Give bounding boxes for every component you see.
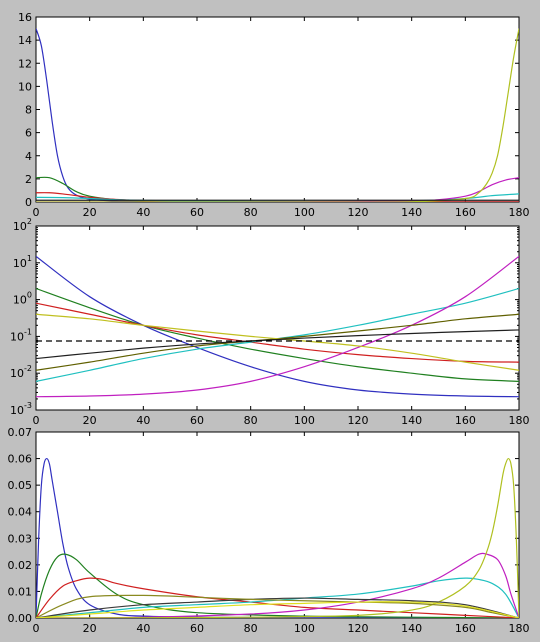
- series-line-2: [36, 287, 519, 382]
- series-line-5: [36, 552, 519, 618]
- y-tick-label: 6: [25, 127, 32, 140]
- y-tick-label: 0.04: [8, 506, 33, 519]
- x-tick-label: 140: [401, 622, 422, 635]
- y-tick-label: 10: [18, 80, 32, 93]
- x-tick-label: 120: [348, 206, 369, 219]
- axes-frame: [35, 431, 520, 619]
- series-line-8: [36, 329, 519, 360]
- y-tick-label: 10-3: [10, 401, 32, 417]
- y-tick-label: 14: [18, 34, 32, 47]
- series-line-1: [36, 457, 519, 618]
- series-line-4: [36, 577, 519, 618]
- subplot-3: 0 20 40 60 80 100 120 140 160 180 0.00 0.01 0.02 0.03…: [8, 426, 530, 635]
- series-line-7: [36, 597, 519, 618]
- axes-frame: [35, 225, 520, 411]
- y-tick-label: 10-1: [10, 327, 32, 343]
- y-tick-label: 8: [25, 104, 32, 117]
- x-tick-label: 80: [244, 206, 258, 219]
- x-tick-label: 80: [244, 414, 258, 427]
- x-tick-label: 180: [509, 206, 530, 219]
- series-line-4: [36, 193, 519, 202]
- x-tick-label: 160: [455, 622, 476, 635]
- x-tick-label: 160: [455, 414, 476, 427]
- x-tick-label: 20: [83, 414, 97, 427]
- y-tick-label: 0.01: [8, 585, 33, 598]
- series-line-6: [36, 28, 519, 202]
- y-tick-label: 0.03: [8, 532, 33, 545]
- subplot-1: 0 20 40 60 80 100 120 140 160 180 0 2 4 6 8 10 12 14 16: [18, 11, 530, 219]
- x-tick-label: 0: [33, 206, 40, 219]
- x-tick-label: 120: [348, 414, 369, 427]
- y-tick-label: 0: [25, 196, 32, 209]
- axes-frame: [35, 16, 520, 203]
- x-tick-label: 60: [190, 622, 204, 635]
- x-tick-label: 20: [83, 206, 97, 219]
- y-tick-label: 0.06: [8, 453, 33, 466]
- x-tick-label: 180: [509, 622, 530, 635]
- x-tick-label: 40: [136, 414, 150, 427]
- series-line-1: [36, 255, 519, 398]
- x-tick-label: 180: [509, 414, 530, 427]
- series-line-6: [36, 457, 519, 618]
- y-tick-label: 102: [13, 217, 32, 233]
- x-tick-label: 0: [33, 414, 40, 427]
- x-tick-label: 60: [190, 414, 204, 427]
- x-tick-label: 0: [33, 622, 40, 635]
- x-tick-label: 40: [136, 622, 150, 635]
- y-tick-label: 0.00: [8, 612, 33, 625]
- y-tick-label: 0.05: [8, 479, 33, 492]
- series-line-2: [36, 553, 519, 618]
- series-line-3: [36, 302, 519, 363]
- x-tick-label: 40: [136, 206, 150, 219]
- y-tick-label: 12: [18, 57, 32, 70]
- x-tick-label: 80: [244, 622, 258, 635]
- y-tick-label: 10-2: [10, 364, 32, 380]
- series-line-5: [36, 255, 519, 398]
- series-line-8: [36, 594, 519, 618]
- y-tick-label: 4: [25, 150, 32, 163]
- y-tick-label: 0.07: [8, 426, 33, 439]
- x-tick-label: 160: [455, 206, 476, 219]
- subplot-2: 0 20 40 60 80 100 120 140 160 180 10-3 10-2 10-1 100 1…: [10, 217, 529, 427]
- x-tick-label: 60: [190, 206, 204, 219]
- y-tick-label: 2: [25, 173, 32, 186]
- series-line-7: [36, 313, 519, 371]
- x-tick-label: 140: [401, 414, 422, 427]
- x-tick-label: 100: [294, 206, 315, 219]
- x-tick-label: 120: [348, 622, 369, 635]
- x-tick-label: 100: [294, 622, 315, 635]
- y-tick-label: 101: [13, 254, 32, 270]
- y-tick-label: 0.02: [8, 559, 33, 572]
- y-tick-label: 16: [18, 11, 32, 24]
- y-tick-label: 100: [13, 291, 32, 307]
- x-tick-label: 20: [83, 622, 97, 635]
- series-line-9: [36, 601, 519, 618]
- x-tick-label: 100: [294, 414, 315, 427]
- x-tick-label: 140: [401, 206, 422, 219]
